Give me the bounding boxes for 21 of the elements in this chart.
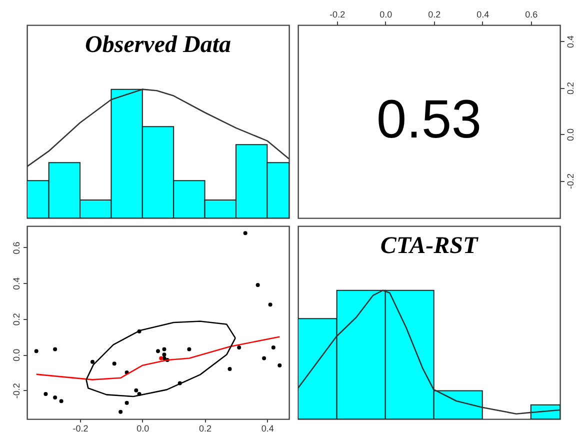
- y-tick-label: 0.4: [12, 277, 22, 290]
- x-tick-label: 0.4: [261, 424, 274, 434]
- y-tick-label: 0.6: [12, 242, 22, 254]
- x-tick-label: 0.2: [199, 424, 212, 434]
- x-tick-label: 0.0: [380, 10, 392, 20]
- y-tick-label: 0.0: [12, 348, 22, 362]
- annotation: 0.53: [376, 90, 482, 150]
- chart-title: Observed Data: [85, 32, 231, 58]
- x-tick-label: 0.0: [136, 424, 150, 434]
- x-tick-label: 0.6: [525, 10, 538, 20]
- y-tick-label: -0.2: [12, 383, 22, 399]
- y-tick-label: 0.0: [566, 128, 576, 142]
- y-tick-label: 0.4: [566, 36, 576, 48]
- x-tick-label: 0.4: [476, 10, 490, 20]
- x-tick-label: -0.2: [330, 10, 346, 20]
- x-tick-label: 0.2: [428, 10, 441, 20]
- x-tick-label: -0.2: [72, 424, 88, 434]
- y-tick-label: 0.2: [12, 313, 22, 326]
- y-tick-label: 0.2: [566, 82, 576, 95]
- y-tick-label: -0.2: [566, 174, 576, 190]
- chart-title: CTA-RST: [380, 233, 480, 259]
